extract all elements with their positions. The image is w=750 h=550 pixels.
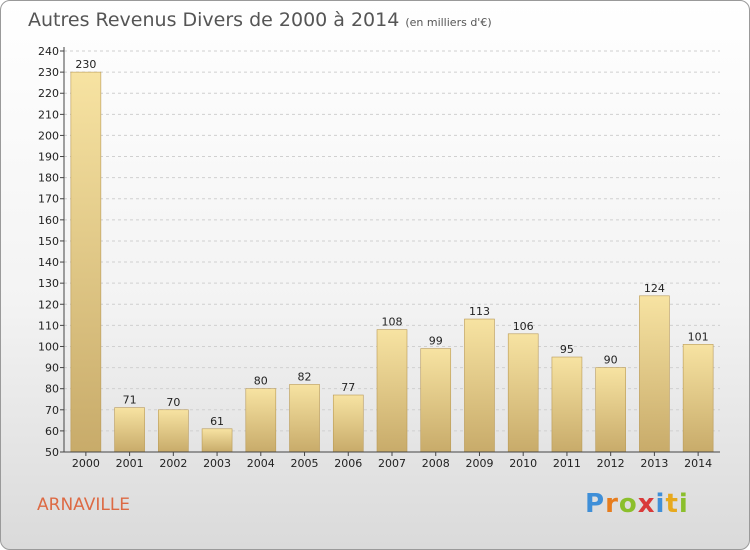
bar <box>595 367 626 453</box>
bar <box>682 344 714 453</box>
y-tick-label: 140 <box>38 256 59 269</box>
data-label: 77 <box>341 381 355 394</box>
x-tick-label: 2009 <box>465 457 493 470</box>
bar <box>332 394 364 453</box>
bar <box>245 388 277 453</box>
y-tick-label: 200 <box>38 129 59 142</box>
x-tick-label: 2003 <box>203 457 231 470</box>
x-tick-label: 2010 <box>509 457 537 470</box>
y-tick-label: 150 <box>38 235 59 248</box>
y-tick-label: 240 <box>38 45 59 58</box>
bar <box>289 384 320 453</box>
bar <box>201 428 233 453</box>
bar <box>158 409 189 453</box>
logo-letter: r <box>605 489 619 519</box>
data-label: 108 <box>382 316 403 329</box>
data-label: 124 <box>644 282 665 295</box>
data-label: 61 <box>210 415 224 428</box>
bar <box>376 329 408 453</box>
y-tick-label: 130 <box>38 277 59 290</box>
logo-letter: i <box>655 489 666 519</box>
bar <box>114 407 145 453</box>
y-tick-label: 190 <box>38 151 59 164</box>
data-label: 99 <box>429 335 443 348</box>
data-label: 71 <box>123 394 137 407</box>
y-tick-label: 60 <box>45 425 59 438</box>
logo-letter: P <box>585 489 606 519</box>
logo-letter: o <box>618 489 638 519</box>
chart-title: Autres Revenus Divers de 2000 à 2014 (en … <box>28 9 492 31</box>
y-tick-label: 160 <box>38 214 59 227</box>
x-tick-label: 2008 <box>422 457 450 470</box>
y-tick-label: 220 <box>38 87 59 100</box>
city-name: ARNAVILLE <box>37 495 131 515</box>
data-label: 82 <box>298 370 312 383</box>
y-tick-label: 120 <box>38 298 59 311</box>
title-text: Autres Revenus Divers de 2000 à 2014 <box>28 9 400 31</box>
x-tick-label: 2005 <box>291 457 319 470</box>
bar <box>551 356 583 453</box>
data-label: 80 <box>254 375 268 388</box>
data-labels: 230 71 70 61 80 82 77 108 99 113 106 95 90 124 101 <box>75 58 708 428</box>
y-tick-label: 100 <box>38 340 59 353</box>
x-tick-label: 2006 <box>334 457 362 470</box>
x-tick-label: 2004 <box>247 457 275 470</box>
bar <box>70 71 102 453</box>
x-tick-label: 2002 <box>159 457 187 470</box>
data-label: 230 <box>75 58 96 71</box>
bars <box>70 71 714 453</box>
y-tick-label: 230 <box>38 66 59 79</box>
y-tick-label: 170 <box>38 193 59 206</box>
data-label: 113 <box>469 305 490 318</box>
x-tick-label: 2000 <box>72 457 100 470</box>
logo-letter: i <box>678 489 689 519</box>
data-label: 70 <box>166 396 180 409</box>
data-label: 101 <box>688 330 709 343</box>
y-tick-label: 70 <box>45 404 59 417</box>
x-tick-label: 2014 <box>684 457 712 470</box>
y-tick-label: 90 <box>45 362 59 375</box>
y-tick-label: 50 <box>45 446 59 459</box>
data-label: 106 <box>513 320 534 333</box>
x-tick-label: 2012 <box>597 457 625 470</box>
y-tick-label: 80 <box>45 383 59 396</box>
bar <box>464 318 495 453</box>
logo-letter: t <box>665 489 679 519</box>
y-tick-label: 210 <box>38 108 59 121</box>
bar <box>507 333 539 453</box>
title-unit: (en milliers d'€) <box>405 16 492 29</box>
y-tick-label: 180 <box>38 172 59 185</box>
proxiti-logo: Proxiti <box>585 489 689 519</box>
x-tick-label: 2001 <box>116 457 144 470</box>
x-tick-label: 2007 <box>378 457 406 470</box>
x-tick-label: 2011 <box>553 457 581 470</box>
data-label: 95 <box>560 343 574 356</box>
y-tick-label: 110 <box>38 319 59 332</box>
logo-letter: x <box>637 489 656 519</box>
axes: 50 60 70 80 90 100 110 120 130 140 150 160 170 180 190… <box>38 45 720 470</box>
x-tick-label: 2013 <box>640 457 668 470</box>
bar <box>639 295 670 453</box>
bar <box>420 348 452 453</box>
data-label: 90 <box>604 354 618 367</box>
